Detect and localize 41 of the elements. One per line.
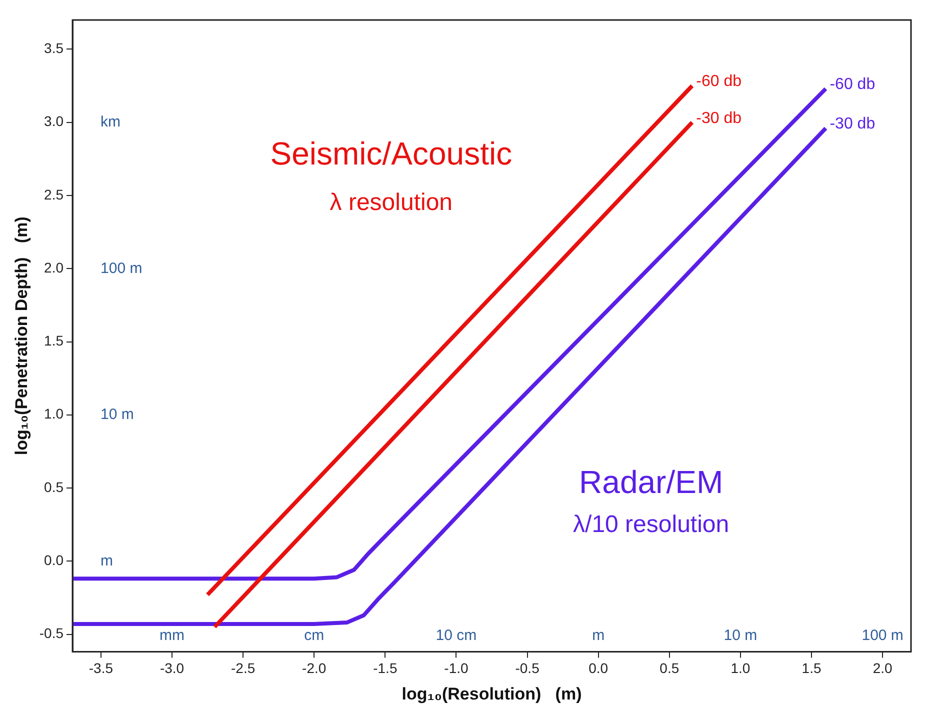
annotation: 100 m [100, 260, 142, 277]
y-tick-label: 1.0 [44, 406, 64, 422]
x-tick-label: 2.0 [872, 660, 893, 676]
series-label: -30 db [696, 110, 742, 127]
series-label: -30 db [830, 116, 876, 133]
y-tick-label: -0.5 [39, 625, 64, 642]
annotation: Radar/EM [579, 464, 724, 500]
annotation: cm [304, 626, 324, 644]
y-tick-label: 3.5 [44, 40, 64, 56]
y-tick-label: 0.0 [44, 552, 64, 568]
annotation: m [592, 626, 605, 644]
x-tick-label: -3.0 [160, 660, 184, 676]
x-tick-label: -2.0 [302, 660, 326, 676]
x-tick-label: 1.0 [730, 660, 750, 676]
annotation: m [100, 552, 114, 570]
annotation: λ/10 resolution [573, 511, 730, 538]
x-axis-title: log₁₀(Resolution) (m) [402, 684, 582, 704]
y-tick-label: 2.5 [44, 186, 64, 202]
annotation: mm [160, 626, 185, 644]
y-axis-title: log₁₀(Penetration Depth) (m) [12, 216, 31, 456]
x-tick-label: -1.5 [373, 660, 398, 676]
annotation: km [100, 114, 121, 131]
annotation: 10 cm [436, 626, 477, 644]
series-label: -60 db [696, 73, 742, 90]
y-tick-label: 0.5 [44, 478, 64, 495]
y-tick-label: 3.0 [44, 113, 64, 130]
y-tick-label: 1.5 [44, 332, 64, 349]
annotation: λ resolution [330, 188, 453, 216]
x-tick-label: 1.5 [802, 660, 822, 676]
series-label: -60 db [830, 76, 876, 94]
y-tick-label: 2.0 [44, 259, 64, 276]
x-tick-label: -1.0 [444, 660, 469, 676]
x-tick-label: 0.0 [588, 660, 608, 676]
x-tick-label: -0.5 [515, 660, 540, 676]
x-tick-label: 0.5 [660, 660, 680, 676]
annotation: 100 m [862, 626, 904, 644]
annotation: 10 m [100, 406, 134, 424]
x-tick-label: -3.5 [88, 660, 114, 676]
x-tick-label: -2.5 [231, 660, 256, 676]
annotation: Seismic/Acoustic [270, 136, 512, 172]
annotation: 10 m [724, 626, 758, 644]
